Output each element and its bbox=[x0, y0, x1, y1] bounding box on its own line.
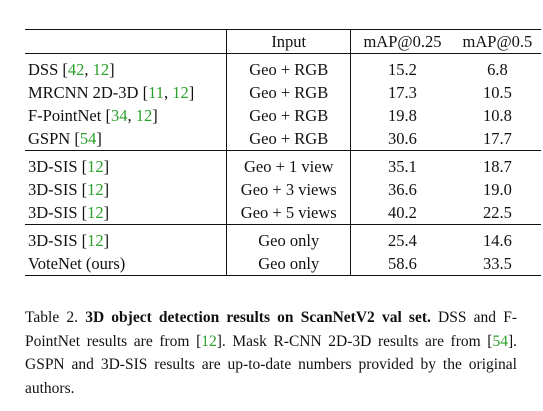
input-cell: Geo + RGB bbox=[226, 58, 351, 81]
header-map25: mAP@0.25 bbox=[350, 29, 454, 54]
method-cell: GSPN [54] bbox=[25, 127, 227, 151]
spacer-cell bbox=[350, 53, 454, 58]
citation-link[interactable]: 11 bbox=[148, 83, 164, 102]
table-row: VoteNet (ours) Geo only 58.6 33.5 bbox=[25, 252, 541, 276]
map5-cell: 10.8 bbox=[482, 106, 512, 125]
method-cell: MRCNN 2D-3D [11, 12] bbox=[28, 83, 195, 102]
method-cell: 3D-SIS [12] bbox=[28, 157, 110, 176]
method-name: DSS bbox=[28, 60, 63, 79]
citation-link[interactable]: 12 bbox=[92, 60, 110, 79]
input-cell: Geo + 3 views bbox=[226, 178, 351, 201]
map25-cell: 40.2 bbox=[350, 201, 454, 225]
citation-link[interactable]: 12 bbox=[87, 157, 104, 176]
citation-link[interactable]: 12 bbox=[172, 83, 189, 102]
spacer-cell bbox=[226, 53, 351, 58]
header-map5: mAP@0.5 bbox=[453, 29, 541, 54]
citation-link[interactable]: 12 bbox=[87, 231, 104, 250]
method-cell: F-PointNet [34, 12] bbox=[28, 106, 158, 125]
citation-link[interactable]: 42 bbox=[67, 60, 85, 79]
table-caption: Table 2. 3D object detection results on … bbox=[25, 306, 517, 400]
map25-cell: 25.4 bbox=[350, 229, 454, 252]
map25-cell: 35.1 bbox=[350, 155, 454, 178]
spacer-cell bbox=[226, 224, 351, 229]
caption-title: 3D object detection results on ScanNetV2… bbox=[85, 309, 431, 326]
table-row: 3D-SIS [12] Geo only 25.4 14.6 bbox=[25, 229, 541, 252]
table-row: DSS [42, 12] Geo + RGB 15.2 6.8 bbox=[25, 58, 541, 81]
caption-text-2: ]. Mask R-CNN 2D-3D results are from [ bbox=[216, 332, 493, 350]
map5-cell: 19.0 bbox=[482, 180, 512, 199]
citation-link[interactable]: 34 bbox=[110, 106, 128, 125]
map5-cell: 18.7 bbox=[482, 157, 512, 176]
spacer-cell bbox=[350, 150, 454, 155]
header-input: Input bbox=[226, 29, 351, 54]
map5-cell: 6.8 bbox=[487, 60, 508, 79]
method-name: 3D-SIS bbox=[28, 203, 82, 222]
method-name: 3D-SIS bbox=[28, 157, 82, 176]
caption-citation-2[interactable]: 54 bbox=[492, 332, 508, 350]
map25-cell: 30.6 bbox=[350, 127, 454, 151]
group-spacer bbox=[25, 224, 541, 229]
group-spacer bbox=[25, 150, 541, 155]
caption-citation-1[interactable]: 12 bbox=[201, 332, 217, 350]
input-cell: Geo only bbox=[226, 252, 351, 276]
method-name: VoteNet (ours) bbox=[28, 254, 126, 273]
table-row: 3D-SIS [12] Geo + 1 view 35.1 18.7 bbox=[25, 155, 541, 178]
group-spacer bbox=[25, 53, 541, 58]
table-row: 3D-SIS [12] Geo + 5 views 40.2 22.5 bbox=[25, 201, 541, 225]
results-table: Input mAP@0.25 mAP@0.5 DSS [42, 12] Geo + RG… bbox=[25, 29, 541, 276]
input-cell: Geo + RGB bbox=[226, 127, 351, 151]
method-cell: VoteNet (ours) bbox=[25, 252, 227, 276]
map5-cell: 17.7 bbox=[453, 127, 541, 151]
table-row: MRCNN 2D-3D [11, 12] Geo + RGB 17.3 10.5 bbox=[25, 81, 541, 104]
table-row: GSPN [54] Geo + RGB 30.6 17.7 bbox=[25, 127, 541, 151]
map25-cell: 19.8 bbox=[350, 104, 454, 127]
table-row: F-PointNet [34, 12] Geo + RGB 19.8 10.8 bbox=[25, 104, 541, 127]
map25-cell: 36.6 bbox=[350, 178, 454, 201]
map25-cell: 15.2 bbox=[350, 58, 454, 81]
map5-cell: 14.6 bbox=[482, 231, 512, 250]
citation-link[interactable]: 12 bbox=[135, 106, 153, 125]
map25-cell: 17.3 bbox=[350, 81, 454, 104]
input-cell: Geo + 1 view bbox=[226, 155, 351, 178]
map5-cell: 33.5 bbox=[453, 252, 541, 276]
input-cell: Geo + RGB bbox=[226, 81, 351, 104]
method-name: F-PointNet bbox=[28, 106, 106, 125]
caption-label: Table 2. bbox=[25, 309, 86, 326]
method-name: GSPN bbox=[28, 129, 75, 148]
method-cell: 3D-SIS [12] bbox=[25, 201, 227, 225]
citation-link[interactable]: 12 bbox=[87, 180, 104, 199]
input-cell: Geo only bbox=[226, 229, 351, 252]
map5-cell: 22.5 bbox=[453, 201, 541, 225]
citation-link[interactable]: 54 bbox=[79, 129, 97, 148]
method-name: 3D-SIS bbox=[28, 231, 82, 250]
spacer-cell bbox=[350, 224, 454, 229]
spacer-cell bbox=[226, 150, 351, 155]
method-cell: 3D-SIS [12] bbox=[28, 231, 110, 250]
header-method bbox=[25, 29, 227, 54]
caption-text-3: ]. GSPN and 3D-SIS results are up-to-dat… bbox=[25, 332, 518, 397]
method-cell: 3D-SIS [12] bbox=[28, 180, 110, 199]
method-name: 3D-SIS bbox=[28, 180, 82, 199]
table-header-row: Input mAP@0.25 mAP@0.5 bbox=[25, 29, 541, 54]
caption-text-1: DSS and F-PointNet results are from [ bbox=[25, 309, 517, 350]
map25-cell: 58.6 bbox=[350, 252, 454, 276]
method-cell: DSS [42, 12] bbox=[28, 60, 115, 79]
input-cell: Geo + 5 views bbox=[226, 201, 351, 225]
map5-cell: 10.5 bbox=[482, 83, 512, 102]
citation-link[interactable]: 12 bbox=[87, 203, 104, 222]
input-cell: Geo + RGB bbox=[226, 104, 351, 127]
table-row: 3D-SIS [12] Geo + 3 views 36.6 19.0 bbox=[25, 178, 541, 201]
method-name: MRCNN 2D-3D bbox=[28, 83, 143, 102]
